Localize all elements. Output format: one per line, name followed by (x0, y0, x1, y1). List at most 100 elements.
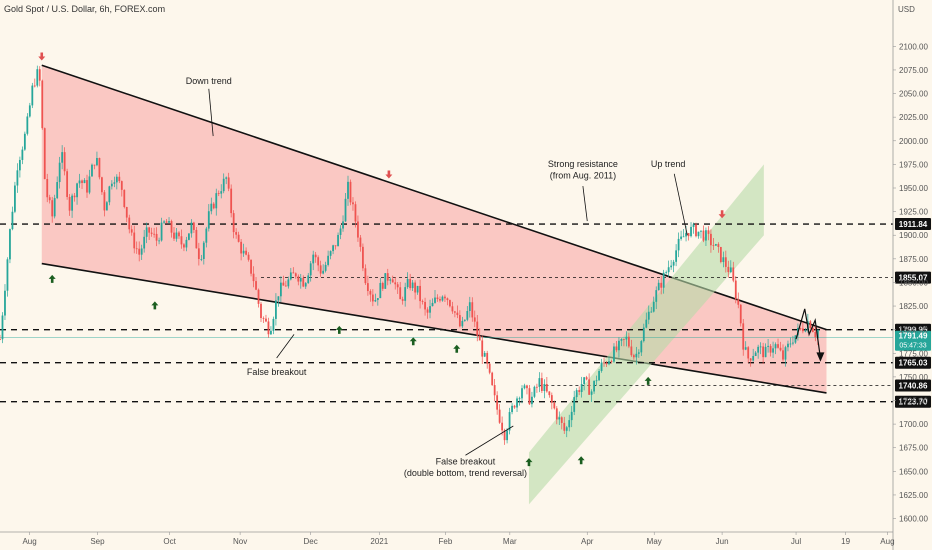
candle-body (585, 377, 588, 380)
candle-body (473, 317, 476, 322)
candle-body (739, 304, 742, 324)
candle-body (421, 301, 424, 302)
candle-body (396, 284, 399, 288)
candle-body (284, 285, 287, 287)
candle-body (0, 339, 1, 340)
candle-body (600, 362, 603, 371)
candle-body (319, 265, 322, 274)
candle-body (560, 417, 563, 423)
annotation-down-trend: Down trend (186, 76, 232, 86)
candle-body (419, 285, 421, 302)
candle-body (488, 363, 491, 373)
candle-body (207, 211, 210, 229)
candle-body (660, 282, 663, 288)
time-tick-label: Aug (880, 537, 894, 546)
candle-body (14, 185, 16, 212)
candle-body (113, 182, 116, 184)
candle-body (598, 370, 600, 381)
candle-body (401, 299, 404, 301)
candle-body (453, 311, 456, 313)
candle-body (153, 233, 156, 235)
candle-body (642, 327, 645, 342)
candle-body (322, 270, 325, 274)
price-tick-label: 1900.00 (899, 231, 928, 240)
candle-body (431, 302, 434, 307)
pivot-arrow-down (38, 52, 46, 61)
candle-body (764, 346, 767, 358)
candle-body (235, 232, 238, 235)
candle-body (33, 85, 36, 87)
candle-body (1, 315, 4, 340)
candle-body (789, 343, 792, 345)
candle-body (376, 298, 379, 301)
candle-body (729, 267, 732, 273)
time-tick-label: Jul (791, 537, 801, 546)
candle-body (762, 346, 765, 358)
candle-body (185, 239, 188, 248)
candle-body (772, 348, 774, 353)
time-tick-label: Nov (233, 537, 247, 546)
candle-body (722, 257, 725, 263)
candle-body (677, 238, 680, 251)
pivot-arrow-down (718, 210, 726, 219)
level-1855-tag (895, 271, 931, 284)
level-1723-label: 1723.70 (899, 398, 928, 407)
level-1855-label: 1855.07 (899, 274, 928, 283)
candle-body (83, 180, 86, 184)
candle-body (675, 250, 678, 262)
candle-body (682, 236, 685, 238)
candle-body (511, 405, 513, 413)
candle-body (369, 291, 372, 295)
candle-body (620, 339, 623, 341)
price-tick-label: 2075.00 (899, 66, 928, 75)
candle-body (217, 193, 220, 194)
down-trend-channel (41, 65, 827, 393)
candle-body (180, 236, 183, 245)
candle-body (637, 352, 640, 354)
candle-body (404, 287, 407, 301)
candle-body (329, 251, 332, 256)
candle-body (787, 343, 789, 348)
candle-body (545, 384, 548, 392)
candle-body (4, 290, 6, 316)
candle-body (71, 195, 73, 211)
candle-body (270, 330, 272, 335)
candle-body (782, 350, 784, 360)
candle-body (192, 222, 195, 230)
candle-body (528, 388, 531, 405)
candle-body (61, 152, 64, 163)
price-tick-label: 1875.00 (899, 255, 928, 264)
candle-body (173, 232, 175, 239)
candle-body (712, 245, 715, 247)
candle-body (242, 250, 245, 254)
candle-body (11, 211, 14, 230)
candle-body (123, 189, 126, 208)
candle-body (96, 157, 98, 166)
candle-body (160, 222, 163, 241)
candle-body (108, 186, 111, 203)
candle-body (717, 244, 720, 247)
candle-body (16, 170, 19, 186)
candle-body (41, 80, 44, 129)
candle-body (190, 222, 193, 234)
resistance-1911-label: 1911.84 (899, 220, 928, 229)
pivot-arrow-down (385, 170, 393, 179)
candle-body (51, 200, 54, 217)
candle-body (461, 320, 464, 327)
candle-body (491, 372, 494, 386)
candle-body (227, 177, 230, 189)
level-1765-label: 1765.03 (899, 359, 928, 368)
candle-body (779, 347, 782, 351)
candle-body (516, 398, 518, 408)
candle-body (523, 385, 526, 389)
candle-body (210, 203, 213, 212)
candle-body (202, 242, 205, 259)
candle-body (608, 361, 610, 365)
candle-body (279, 282, 282, 297)
candle-body (9, 229, 11, 260)
candle-body (287, 279, 290, 287)
price-tick-label: 2050.00 (899, 90, 928, 99)
candle-body (352, 202, 354, 205)
candle-body (707, 230, 710, 234)
